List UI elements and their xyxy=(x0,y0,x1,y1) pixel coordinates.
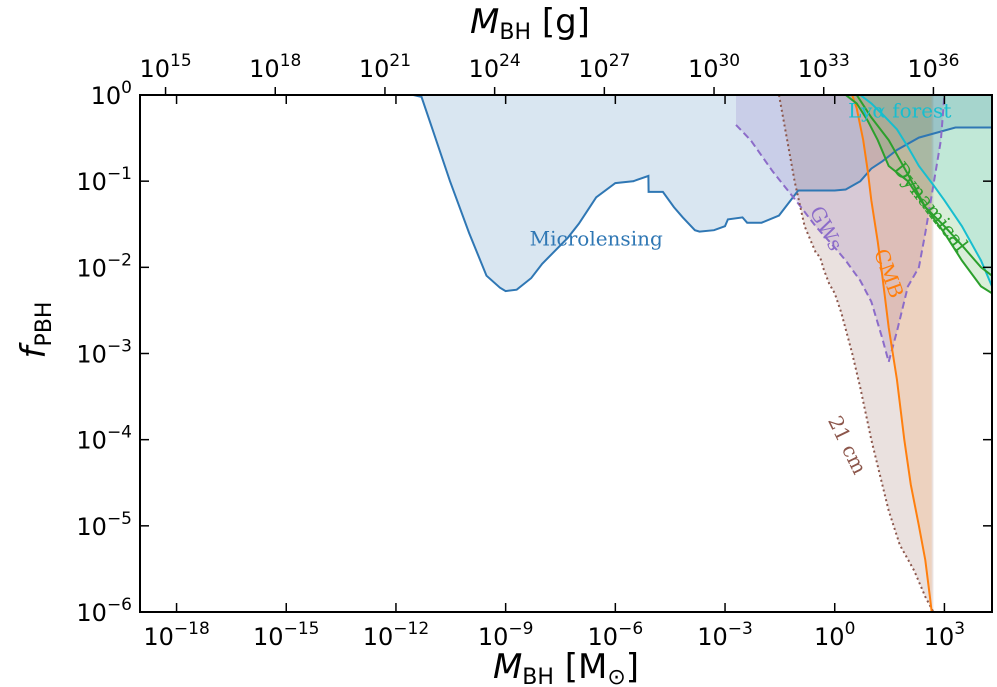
x2-tick-label: 1021 xyxy=(359,51,411,83)
y-tick-label: 10−6 xyxy=(76,595,132,627)
axis-ticks: 10−18 10−15 10−12 10−9 10−6 10−3 100 103 1015 101… xyxy=(76,51,992,651)
x2-tick-label: 1033 xyxy=(798,51,850,83)
constraint-lines xyxy=(413,95,992,612)
y-tick-label: 10−4 xyxy=(76,423,132,455)
ly-forest-line xyxy=(859,95,992,287)
y-tick-label: 10−1 xyxy=(76,164,132,196)
microlensing-line xyxy=(413,95,992,293)
microlensing-region xyxy=(413,95,992,292)
21-cm-region xyxy=(779,95,934,612)
cmb-line xyxy=(851,95,933,612)
x-tick-label: 10−18 xyxy=(143,619,209,651)
x-axis-title: MBH [M⊙] xyxy=(493,647,639,687)
x-tick-label: 10−6 xyxy=(588,619,644,651)
x2-tick-label: 1030 xyxy=(688,51,740,83)
dynamical-upper-line xyxy=(855,95,992,277)
gws-region xyxy=(736,95,945,362)
dynamical-line xyxy=(845,95,992,295)
constraint-regions xyxy=(413,95,992,612)
microlensing-label: Microlensing xyxy=(530,226,663,250)
x-tick-label: 103 xyxy=(924,619,965,651)
y-tick-label: 10−2 xyxy=(76,250,132,282)
x-tick-label: 10−12 xyxy=(363,619,429,651)
y-tick-label: 10−3 xyxy=(76,337,132,369)
gws-line xyxy=(735,95,946,366)
y-axis-title: fPBH xyxy=(14,302,57,359)
ly-forest-label: Lyα forest xyxy=(848,98,951,122)
x2-tick-label: 1015 xyxy=(139,51,191,83)
21-cm-label: 21 cm xyxy=(823,412,872,478)
x2-tick-label: 1018 xyxy=(249,51,301,83)
x2-tick-label: 1027 xyxy=(578,51,630,83)
x-tick-label: 100 xyxy=(814,619,855,651)
x-tick-label: 10−9 xyxy=(478,619,534,651)
x2-tick-label: 1036 xyxy=(907,51,959,83)
cmb-region xyxy=(852,95,932,612)
x-tick-label: 10−15 xyxy=(253,619,319,651)
y-tick-label: 100 xyxy=(91,78,132,110)
x2-axis-title: MBH [g] xyxy=(470,2,590,45)
ly-forest-region xyxy=(860,95,992,287)
x2-tick-label: 1024 xyxy=(469,51,521,83)
x-tick-label: 10−3 xyxy=(697,619,753,651)
y-tick-label: 10−5 xyxy=(76,509,132,541)
